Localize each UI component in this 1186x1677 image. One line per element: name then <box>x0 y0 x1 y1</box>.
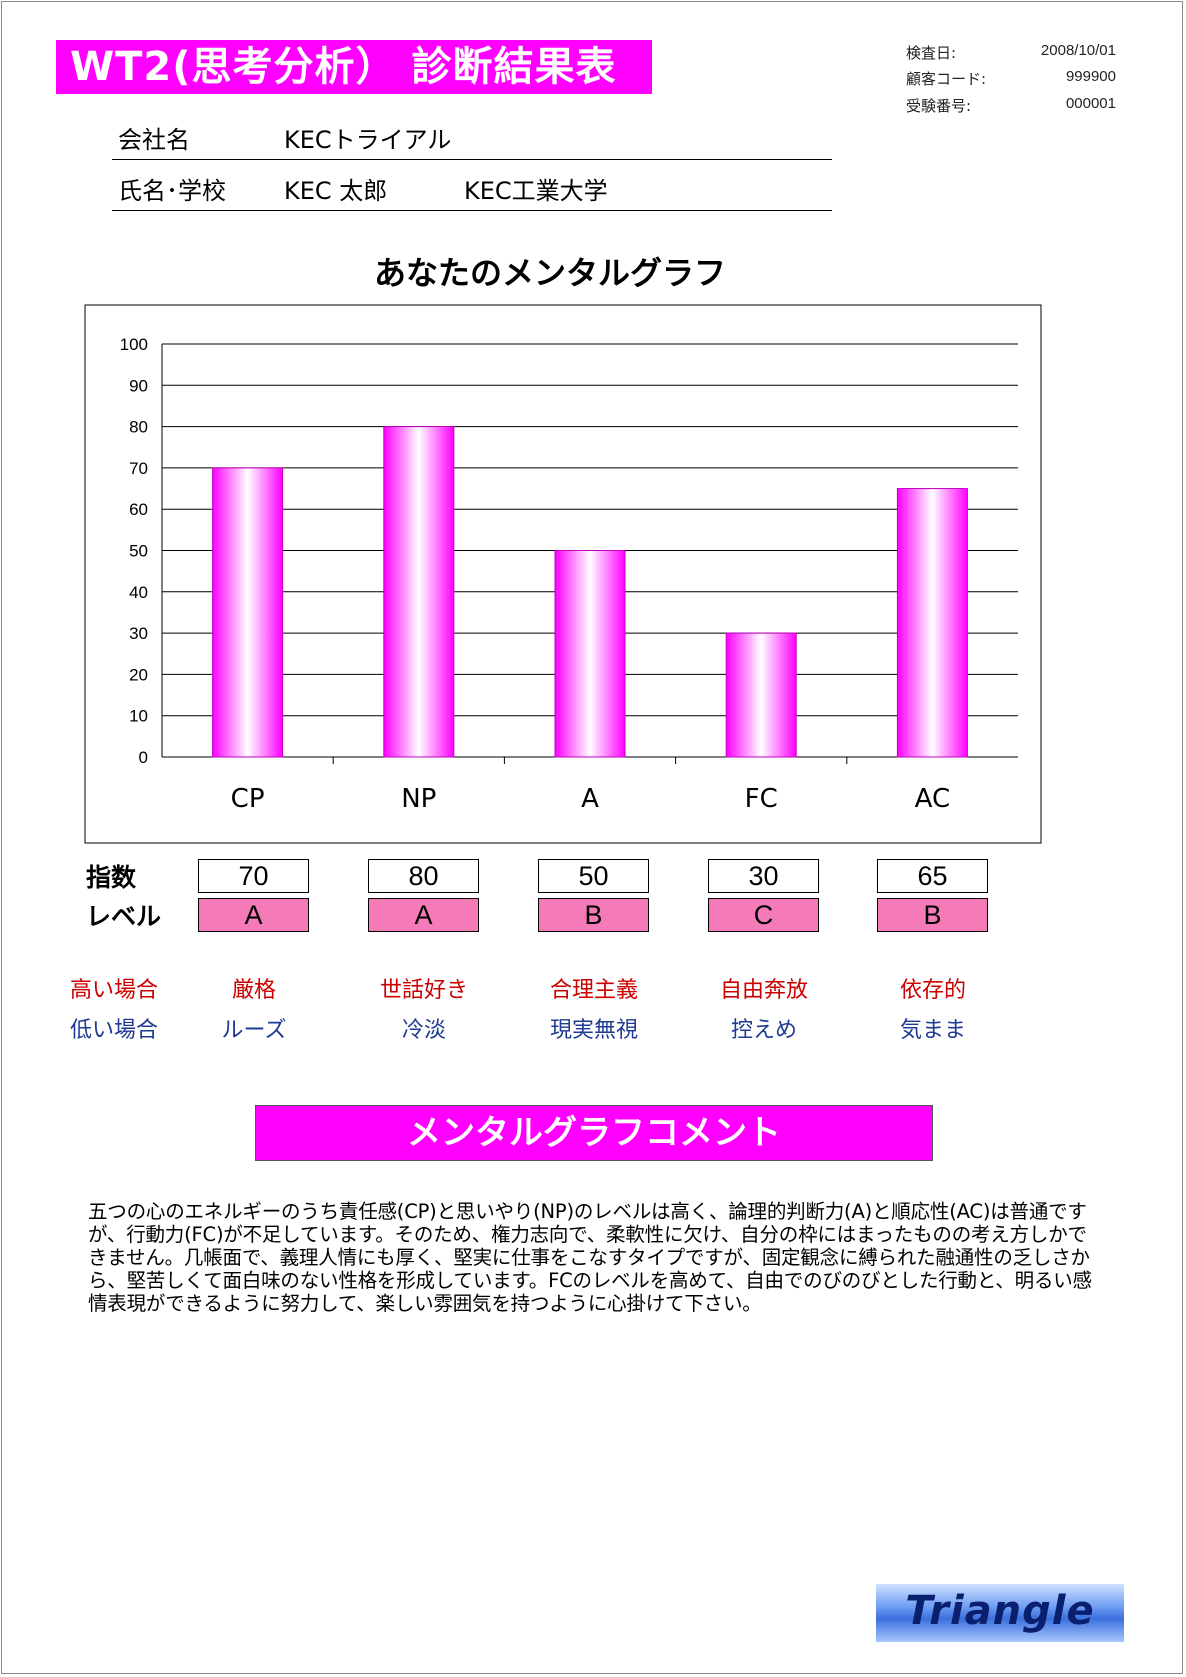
high-case-label: 高い場合 <box>69 978 158 1003</box>
y-tick-label: 50 <box>129 542 148 561</box>
meta-label: 顧客コード: <box>906 70 987 88</box>
y-tick-label: 40 <box>129 583 148 602</box>
meta-value: 999900 <box>1065 68 1116 85</box>
meta-row-customer-code: 顧客コード: 999900 <box>906 68 1116 90</box>
low-trait-cp: ルーズ <box>221 1018 287 1043</box>
level-cell-a: B <box>538 898 649 932</box>
score-cell-np: 80 <box>368 859 479 893</box>
meta-value: 2008/10/01 <box>1040 42 1116 59</box>
triangle-logo: Triangle <box>876 1584 1124 1642</box>
high-trait-fc: 自由奔放 <box>719 978 808 1003</box>
high-trait-cp: 厳格 <box>231 978 276 1003</box>
meta-label: 受験番号: <box>906 97 972 115</box>
high-trait-np: 世話好き <box>379 978 468 1003</box>
divider <box>112 210 832 211</box>
divider <box>112 159 832 160</box>
level-cell-fc: C <box>708 898 819 932</box>
label-layer: 0 10 20 30 40 50 60 70 80 90 100 CP NP A FC AC <box>120 335 951 814</box>
low-trait-np: 冷淡 <box>401 1018 446 1043</box>
bar-np <box>383 426 455 758</box>
company-value: KECトライアル <box>284 126 452 154</box>
chart-title: あなたのメンタルグラフ <box>373 254 726 292</box>
comment-body: 五つの心のエネルギーのうち責任感(CP)と思いやり(NP)のレベルは高く、論理的… <box>88 1200 1092 1315</box>
y-tick-label: 100 <box>120 335 148 354</box>
x-category-label: A <box>581 784 599 814</box>
level-cell-ac: B <box>877 898 988 932</box>
name-label: 氏名･学校 <box>118 177 226 205</box>
bar-ac <box>896 488 968 758</box>
y-tick-label: 10 <box>129 707 148 726</box>
score-cell-cp: 70 <box>198 859 309 893</box>
logo-text: Triangle <box>905 1588 1095 1634</box>
score-cell-a: 50 <box>538 859 649 893</box>
y-tick-label: 60 <box>129 500 148 519</box>
high-trait-a: 合理主義 <box>549 978 638 1003</box>
level-cell-cp: A <box>198 898 309 932</box>
meta-value: 000001 <box>1065 95 1116 112</box>
name-value: KEC 太郎 <box>284 177 388 205</box>
y-tick-label: 30 <box>129 624 148 643</box>
meta-label: 検査日: <box>906 44 957 62</box>
y-tick-label: 80 <box>129 418 148 437</box>
score-cell-ac: 65 <box>877 859 988 893</box>
y-tick-label: 0 <box>139 748 148 767</box>
high-trait-ac: 依存的 <box>899 978 966 1003</box>
low-case-label: 低い場合 <box>69 1018 158 1043</box>
meta-row-exam-number: 受験番号: 000001 <box>906 95 1116 117</box>
x-category-label: FC <box>745 784 778 814</box>
bar-a <box>554 550 626 758</box>
score-cell-fc: 30 <box>708 859 819 893</box>
x-category-label: AC <box>915 784 950 814</box>
meta-row-exam-date: 検査日: 2008/10/01 <box>906 42 1116 64</box>
comment-heading: メンタルグラフコメント <box>255 1105 933 1161</box>
bar-cp <box>212 467 284 758</box>
y-tick-label: 20 <box>129 665 148 684</box>
x-category-label: NP <box>401 784 436 814</box>
y-tick-label: 70 <box>129 459 148 478</box>
low-trait-fc: 控えめ <box>730 1018 797 1043</box>
low-trait-ac: 気まま <box>899 1018 966 1043</box>
low-trait-a: 現実無視 <box>549 1018 638 1043</box>
level-label: レベル <box>86 902 162 931</box>
school-value: KEC工業大学 <box>464 177 608 205</box>
bar-layer <box>212 426 968 758</box>
score-label: 指数 <box>86 863 137 892</box>
company-label: 会社名 <box>118 126 190 154</box>
bar-fc <box>725 632 797 758</box>
level-cell-np: A <box>368 898 479 932</box>
mental-graph-chart: 0 10 20 30 40 50 60 70 80 90 100 CP NP A FC AC <box>84 304 1042 844</box>
y-tick-label: 90 <box>129 376 148 395</box>
name-school-row: 氏名･学校 KEC 太郎 KEC工業大学 <box>112 163 832 211</box>
report-title: WT2(思考分析） 診断結果表 <box>56 40 652 94</box>
x-category-label: CP <box>231 784 265 814</box>
company-row: 会社名 KECトライアル <box>112 112 832 160</box>
